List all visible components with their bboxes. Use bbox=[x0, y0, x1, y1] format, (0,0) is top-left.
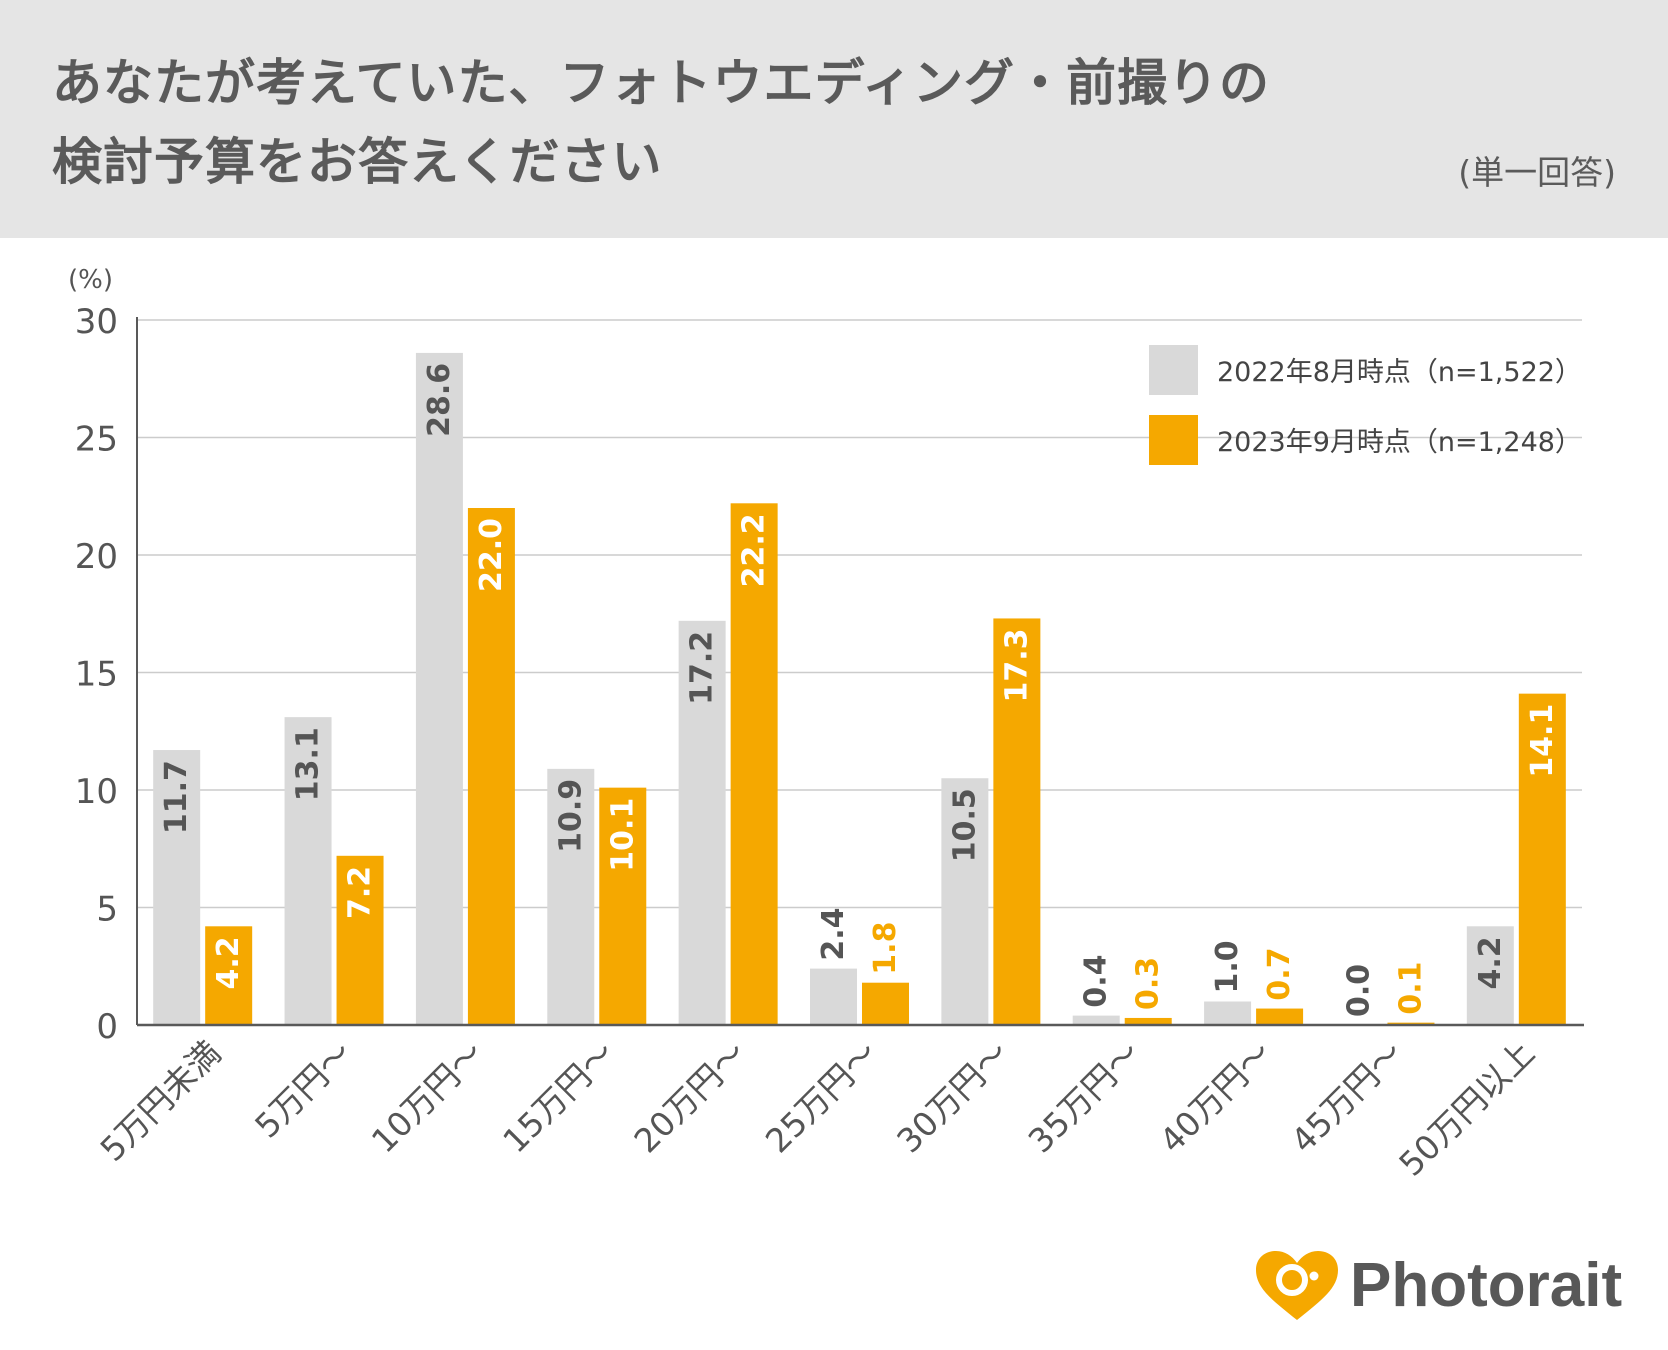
y-tick-label: 10 bbox=[75, 772, 118, 812]
data-label: 0.4 bbox=[1079, 954, 1114, 1007]
bar-2023 bbox=[1256, 1008, 1304, 1025]
data-label: 4.2 bbox=[211, 936, 246, 989]
data-label: 7.2 bbox=[343, 866, 378, 919]
x-tick-label: 45万円〜 bbox=[1283, 1033, 1410, 1160]
header-banner: あなたが考えていた、フォトウエディング・前撮りの 検討予算をお答えください (単… bbox=[0, 0, 1668, 238]
bar-2022 bbox=[415, 352, 463, 1025]
brand-name: Photorait bbox=[1350, 1251, 1623, 1320]
x-tick-label: 35万円〜 bbox=[1021, 1033, 1148, 1160]
bar-2022 bbox=[941, 778, 989, 1025]
data-label: 1.8 bbox=[868, 922, 903, 975]
x-tick-label: 10万円〜 bbox=[364, 1033, 491, 1160]
legend-swatch-2023 bbox=[1149, 415, 1198, 465]
bar-2022 bbox=[810, 968, 857, 1025]
data-label: 4.2 bbox=[1473, 936, 1508, 989]
data-label: 28.6 bbox=[422, 363, 457, 437]
bar-2022 bbox=[678, 620, 726, 1025]
data-label: 22.2 bbox=[737, 513, 772, 587]
y-tick-label: 15 bbox=[75, 655, 118, 695]
y-axis-unit: (%) bbox=[68, 265, 113, 295]
data-label: 2.4 bbox=[816, 907, 851, 960]
data-label: 0.1 bbox=[1393, 961, 1428, 1014]
chart-title: あなたが考えていた、フォトウエディング・前撮りの 検討予算をお答えください bbox=[52, 44, 1372, 202]
bar-2023 bbox=[205, 926, 253, 1025]
bar-2023 bbox=[1124, 1017, 1172, 1025]
data-label: 1.0 bbox=[1210, 940, 1245, 993]
data-label: 11.7 bbox=[159, 760, 194, 834]
legend-label: 2022年8月時点（n=1,522） bbox=[1217, 357, 1582, 388]
data-label: 10.1 bbox=[605, 798, 640, 872]
y-tick-label: 5 bbox=[96, 890, 118, 930]
photorait-logo: Photorait bbox=[1252, 1248, 1632, 1328]
bar-2022 bbox=[1466, 926, 1514, 1025]
x-tick-label: 5万円未満 bbox=[93, 1033, 229, 1169]
bar-2023 bbox=[467, 508, 515, 1025]
data-label: 13.1 bbox=[291, 727, 326, 801]
title-line-2: 検討予算をお答えください bbox=[52, 133, 663, 191]
data-label: 0.7 bbox=[1262, 947, 1297, 1000]
data-label: 14.1 bbox=[1525, 704, 1560, 778]
x-tick-label: 15万円〜 bbox=[495, 1033, 622, 1160]
x-tick-label: 30万円〜 bbox=[889, 1033, 1016, 1160]
heart-camera-icon bbox=[1256, 1251, 1338, 1320]
data-label: 10.5 bbox=[947, 788, 982, 862]
data-label: 0.3 bbox=[1131, 957, 1166, 1010]
bar-2022 bbox=[547, 768, 595, 1025]
bar-2022 bbox=[153, 750, 201, 1025]
x-tick-label: 5万円〜 bbox=[247, 1033, 359, 1145]
data-label: 0.0 bbox=[1341, 964, 1376, 1017]
data-label: 22.0 bbox=[474, 518, 509, 592]
x-tick-label: 50万円以上 bbox=[1391, 1033, 1542, 1184]
bar-2023 bbox=[1518, 693, 1566, 1025]
title-line-1: あなたが考えていた、フォトウエディング・前撮りの bbox=[52, 54, 1270, 112]
bar-2022 bbox=[1204, 1001, 1252, 1025]
x-tick-label: 25万円〜 bbox=[758, 1033, 885, 1160]
data-label: 17.2 bbox=[685, 631, 720, 705]
y-tick-label: 25 bbox=[75, 420, 118, 460]
y-tick-label: 20 bbox=[75, 537, 118, 577]
x-tick-label: 40万円〜 bbox=[1152, 1033, 1279, 1160]
bar-2023 bbox=[730, 503, 778, 1025]
bar-2023 bbox=[336, 855, 384, 1025]
bar-2022 bbox=[284, 717, 332, 1025]
bar-2023 bbox=[862, 982, 909, 1025]
x-tick-label: 20万円〜 bbox=[627, 1033, 754, 1160]
bar-2023 bbox=[993, 618, 1041, 1025]
data-label: 17.3 bbox=[999, 628, 1034, 702]
y-tick-label: 30 bbox=[75, 302, 118, 342]
legend-swatch-2022 bbox=[1149, 345, 1198, 395]
legend-label: 2023年9月時点（n=1,248） bbox=[1217, 427, 1582, 458]
y-tick-label: 0 bbox=[96, 1007, 118, 1047]
answer-type-note: (単一回答) bbox=[1458, 153, 1616, 192]
bar-chart: 0 5 10 15 20 25 30 (%) 11.7 4.2 5万円未満 13.1 7.2 5万円〜 28… bbox=[68, 265, 1584, 1184]
data-label: 10.9 bbox=[553, 779, 588, 853]
bar-2022 bbox=[1072, 1015, 1120, 1025]
bar-2023 bbox=[599, 787, 647, 1025]
